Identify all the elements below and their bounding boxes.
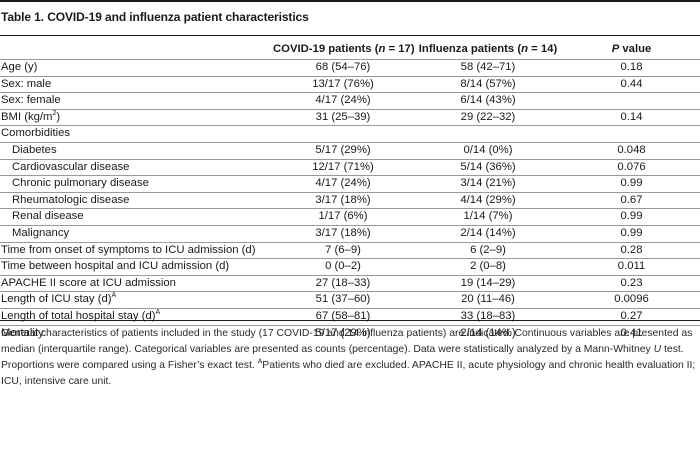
row-label: Renal disease bbox=[0, 208, 273, 226]
influenza-value: 2/14 (14%) bbox=[413, 324, 563, 342]
header-empty bbox=[0, 41, 273, 60]
row-label: Time between hospital and ICU admission … bbox=[0, 258, 273, 276]
covid-value: 5/17 (29%) bbox=[273, 324, 413, 342]
p-value: 0.14 bbox=[563, 108, 700, 126]
table-row: BMI (kg/m2) 31 (25–39) 29 (22–32) 0.14 bbox=[0, 108, 700, 126]
influenza-value: 19 (14–29) bbox=[413, 274, 563, 292]
table-row: Diabetes 5/17 (29%) 0/14 (0%) 0.048 bbox=[0, 141, 700, 160]
table-title: Table 1. COVID-19 and influenza patient … bbox=[1, 10, 309, 24]
row-label: Rheumatologic disease bbox=[0, 191, 273, 209]
p-value: 0.28 bbox=[563, 241, 700, 259]
influenza-value: 1/14 (7%) bbox=[413, 208, 563, 226]
p-value: 0.0096 bbox=[563, 291, 700, 309]
table-row: Cardiovascular disease 12/17 (71%) 5/14 (3… bbox=[0, 158, 700, 176]
row-label: Comorbidities bbox=[0, 125, 273, 143]
row-label: Diabetes bbox=[0, 141, 273, 160]
table-row: Sex: female 4/17 (24%) 6/14 (43%) bbox=[0, 92, 700, 110]
characteristics-table: COVID-19 patients (n = 17) Influenza pat… bbox=[0, 41, 700, 342]
table-row: Age (y) 68 (54–76) 58 (42–71) 0.18 bbox=[0, 59, 700, 77]
influenza-value: 5/14 (36%) bbox=[413, 158, 563, 176]
row-label: BMI (kg/m2) bbox=[0, 108, 273, 126]
covid-value: 13/17 (76%) bbox=[273, 75, 413, 93]
p-value: 0.67 bbox=[563, 191, 700, 209]
header-p-value: P value bbox=[611, 43, 652, 55]
table-row: APACHE II score at ICU admission 27 (18–3… bbox=[0, 274, 700, 292]
covid-value bbox=[273, 125, 413, 143]
table-row: Renal disease 1/17 (6%) 1/14 (7%) 0.99 bbox=[0, 208, 700, 226]
covid-value: 3/17 (18%) bbox=[273, 191, 413, 209]
bottom-rule bbox=[0, 320, 700, 321]
p-value bbox=[563, 125, 700, 143]
influenza-value bbox=[413, 125, 563, 143]
p-value: 0.41 bbox=[563, 324, 700, 342]
header-row: COVID-19 patients (n = 17) Influenza pat… bbox=[0, 41, 700, 60]
p-value: 0.23 bbox=[563, 274, 700, 292]
covid-value: 31 (25–39) bbox=[273, 108, 413, 126]
header-covid: COVID-19 patients (n = 17) bbox=[273, 43, 415, 55]
table-row: Chronic pulmonary disease 4/17 (24%) 3/14 … bbox=[0, 175, 700, 193]
influenza-value: 29 (22–32) bbox=[413, 108, 563, 126]
influenza-value: 0/14 (0%) bbox=[413, 141, 563, 160]
influenza-value: 58 (42–71) bbox=[413, 59, 563, 77]
row-label: Cardiovascular disease bbox=[0, 158, 273, 176]
table-row: Mortality 5/17 (29%) 2/14 (14%) 0.41 bbox=[0, 324, 700, 342]
covid-value: 27 (18–33) bbox=[273, 274, 413, 292]
covid-value: 12/17 (71%) bbox=[273, 158, 413, 176]
influenza-value: 8/14 (57%) bbox=[413, 75, 563, 93]
p-value bbox=[563, 92, 700, 110]
p-value: 0.27 bbox=[563, 307, 700, 325]
covid-value: 7 (6–9) bbox=[273, 241, 413, 259]
table-row: Sex: male 13/17 (76%) 8/14 (57%) 0.44 bbox=[0, 75, 700, 93]
table-footnote: General characteristics of patients incl… bbox=[1, 328, 696, 387]
row-label: Length of ICU stay (d)A bbox=[0, 291, 273, 309]
row-label: Age (y) bbox=[0, 59, 273, 77]
influenza-value: 20 (11–46) bbox=[413, 291, 563, 309]
title-rule bbox=[0, 35, 700, 36]
p-value: 0.18 bbox=[563, 59, 700, 77]
header-influenza: Influenza patients (n = 14) bbox=[418, 43, 558, 55]
p-value: 0.99 bbox=[563, 175, 700, 193]
covid-value: 4/17 (24%) bbox=[273, 175, 413, 193]
p-value: 0.076 bbox=[563, 158, 700, 176]
p-value: 0.99 bbox=[563, 224, 700, 243]
table-row: Length of total hospital stay (d)A 67 (58… bbox=[0, 307, 700, 325]
covid-value: 68 (54–76) bbox=[273, 59, 413, 77]
table-row: Rheumatologic disease 3/17 (18%) 4/14 (29%… bbox=[0, 191, 700, 209]
row-label: Time from onset of symptoms to ICU admis… bbox=[0, 241, 273, 259]
top-rule bbox=[0, 0, 700, 2]
influenza-value: 2/14 (14%) bbox=[413, 224, 563, 243]
table-row: Time from onset of symptoms to ICU admis… bbox=[0, 241, 700, 259]
row-label: Length of total hospital stay (d)A bbox=[0, 307, 273, 325]
covid-value: 4/17 (24%) bbox=[273, 92, 413, 110]
influenza-value: 3/14 (21%) bbox=[413, 175, 563, 193]
covid-value: 51 (37–60) bbox=[273, 291, 413, 309]
influenza-value: 6 (2–9) bbox=[413, 241, 563, 259]
table-row: Malignancy 3/17 (18%) 2/14 (14%) 0.99 bbox=[0, 224, 700, 243]
influenza-value: 2 (0–8) bbox=[413, 258, 563, 276]
table-row: Time between hospital and ICU admission … bbox=[0, 258, 700, 276]
table-row: Length of ICU stay (d)A 51 (37–60) 20 (11–… bbox=[0, 291, 700, 309]
row-label: Sex: male bbox=[0, 75, 273, 93]
table-row: Comorbidities bbox=[0, 125, 700, 143]
p-value: 0.011 bbox=[563, 258, 700, 276]
p-value: 0.048 bbox=[563, 141, 700, 160]
covid-value: 67 (58–81) bbox=[273, 307, 413, 325]
covid-value: 1/17 (6%) bbox=[273, 208, 413, 226]
row-label: Malignancy bbox=[0, 224, 273, 243]
p-value: 0.99 bbox=[563, 208, 700, 226]
covid-value: 5/17 (29%) bbox=[273, 141, 413, 160]
p-value: 0.44 bbox=[563, 75, 700, 93]
covid-value: 0 (0–2) bbox=[273, 258, 413, 276]
row-label: Sex: female bbox=[0, 92, 273, 110]
influenza-value: 33 (18–83) bbox=[413, 307, 563, 325]
row-label: APACHE II score at ICU admission bbox=[0, 274, 273, 292]
row-label: Chronic pulmonary disease bbox=[0, 175, 273, 193]
covid-value: 3/17 (18%) bbox=[273, 224, 413, 243]
influenza-value: 4/14 (29%) bbox=[413, 191, 563, 209]
row-label: Mortality bbox=[0, 324, 273, 342]
influenza-value: 6/14 (43%) bbox=[413, 92, 563, 110]
